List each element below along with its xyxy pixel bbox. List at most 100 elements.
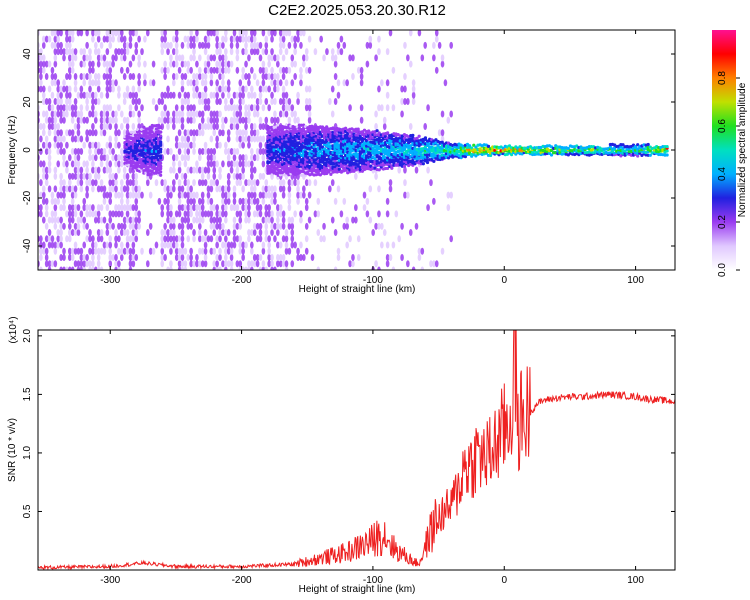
spectrogram-cell — [105, 104, 110, 112]
spectrogram-cell — [134, 210, 139, 218]
snr-y-tick-label: 2.0 — [22, 328, 33, 342]
spectrogram-cell — [105, 91, 110, 99]
spectrogram-cell — [267, 254, 271, 262]
spectrogram-cell — [108, 147, 113, 155]
spectrogram-cell — [241, 35, 245, 43]
spectrogram-cell — [159, 173, 163, 177]
spectrogram-cell — [244, 85, 248, 93]
spectrogram-cell — [281, 85, 286, 93]
spectrogram-cell — [125, 229, 130, 237]
spectrogram-cell — [56, 129, 61, 137]
spectrogram-cell — [88, 141, 92, 149]
spectrogram-cell — [255, 260, 260, 268]
spectrogram-cell — [252, 91, 257, 99]
spectrogram-cell — [206, 60, 211, 68]
spectrogram-cell — [192, 235, 196, 243]
spectrogram-cell — [41, 91, 46, 99]
spectrogram-cell — [229, 254, 234, 262]
spectrogram-cell — [88, 260, 92, 268]
spectrogram-cell — [174, 235, 179, 243]
spectrogram-cell — [73, 85, 78, 93]
spectrogram-cell — [163, 66, 167, 74]
spectrogram-cell — [41, 129, 46, 137]
spectrogram-cell — [281, 110, 286, 118]
spectrogram-cell — [183, 266, 188, 270]
spectrogram-cell — [79, 91, 84, 99]
spectrogram-cell — [192, 91, 196, 99]
spectrogram-cell — [276, 73, 280, 81]
spectrogram-cell — [206, 35, 211, 43]
spectrogram-cell — [264, 41, 269, 49]
spectrogram-cell — [195, 60, 199, 68]
spectrogram-cell — [180, 98, 185, 106]
spectrogram-cell — [85, 260, 89, 268]
spectrogram-cell — [117, 160, 121, 168]
spectrogram-cell — [307, 66, 312, 74]
spectrogram-cell — [53, 260, 58, 268]
spectrogram-cell — [47, 260, 52, 268]
spectrogram-cell — [114, 235, 118, 243]
spectrogram-cell — [105, 110, 110, 118]
spectrogram-cell — [41, 247, 46, 255]
spectrogram-cell — [258, 210, 263, 218]
spectrogram-cell — [203, 73, 208, 81]
spectrogram-cell — [284, 30, 289, 37]
spectrogram-cell — [85, 210, 89, 218]
spectrogram-cell — [281, 91, 286, 99]
spectrogram-cell — [467, 144, 472, 148]
spectrogram-cell — [180, 247, 185, 255]
spectrogram-cell — [343, 126, 348, 130]
spectrogram-cell — [264, 73, 269, 81]
spectrogram-cell — [91, 66, 95, 74]
spectrogram-cell — [336, 91, 341, 99]
spectrogram-cell — [241, 204, 245, 212]
spectrogram-cell — [93, 266, 98, 270]
spectrogram-cell — [385, 104, 390, 112]
spectrogram-cell — [215, 66, 219, 74]
spectrogram-cell — [56, 91, 61, 99]
spectrogram-cell — [276, 79, 280, 87]
spectrogram-cell — [380, 104, 384, 112]
spectrogram-cell — [114, 191, 118, 199]
spectrogram-cell — [192, 179, 196, 187]
spectrogram-cell — [180, 266, 185, 270]
spectrogram-x-label: Height of straight line (km) — [299, 284, 416, 295]
spectrogram-cell — [192, 104, 196, 112]
spectrogram-cell — [85, 91, 89, 99]
spectrogram-cell — [56, 216, 61, 224]
spectrogram-cell — [53, 222, 58, 230]
spectrogram-cell — [377, 48, 381, 56]
spectrogram-cell — [281, 191, 286, 199]
spectrogram-cell — [250, 41, 254, 49]
spectrogram-cell — [290, 229, 295, 237]
spectrogram-cell — [166, 66, 170, 74]
spectrogram-cell — [258, 204, 263, 212]
spectrogram-cell — [270, 210, 274, 218]
spectrogram-cell — [137, 210, 141, 218]
spectrogram-cell — [218, 229, 222, 237]
spectrogram-cell — [56, 122, 61, 130]
spectrogram-cell — [238, 235, 243, 243]
spectrogram-cell — [247, 135, 251, 143]
spectrogram-cell — [117, 247, 121, 255]
spectrogram-cell — [198, 129, 202, 137]
spectrogram-cell — [198, 216, 202, 224]
spectrogram-cell — [224, 104, 228, 112]
spectrogram-cell — [47, 129, 52, 137]
spectrogram-cell — [91, 179, 95, 187]
spectrogram-cell — [359, 116, 364, 124]
spectrogram-cell — [169, 116, 173, 124]
spectrogram-cell — [235, 54, 240, 62]
spectrogram-cell — [172, 73, 176, 81]
spectrogram-cell — [235, 210, 240, 218]
spectrogram-cell — [65, 91, 69, 99]
spectrogram-cell — [56, 241, 61, 249]
spectrogram-cell — [159, 154, 163, 158]
spectrogram-cell — [137, 216, 141, 224]
spectrogram-cell — [215, 241, 219, 249]
spectrogram-cell — [134, 222, 139, 230]
spectrogram-cell — [258, 41, 263, 49]
spectrogram-cell — [189, 104, 193, 112]
spectrogram-cell — [278, 79, 283, 87]
spectrogram-cell — [218, 141, 222, 149]
